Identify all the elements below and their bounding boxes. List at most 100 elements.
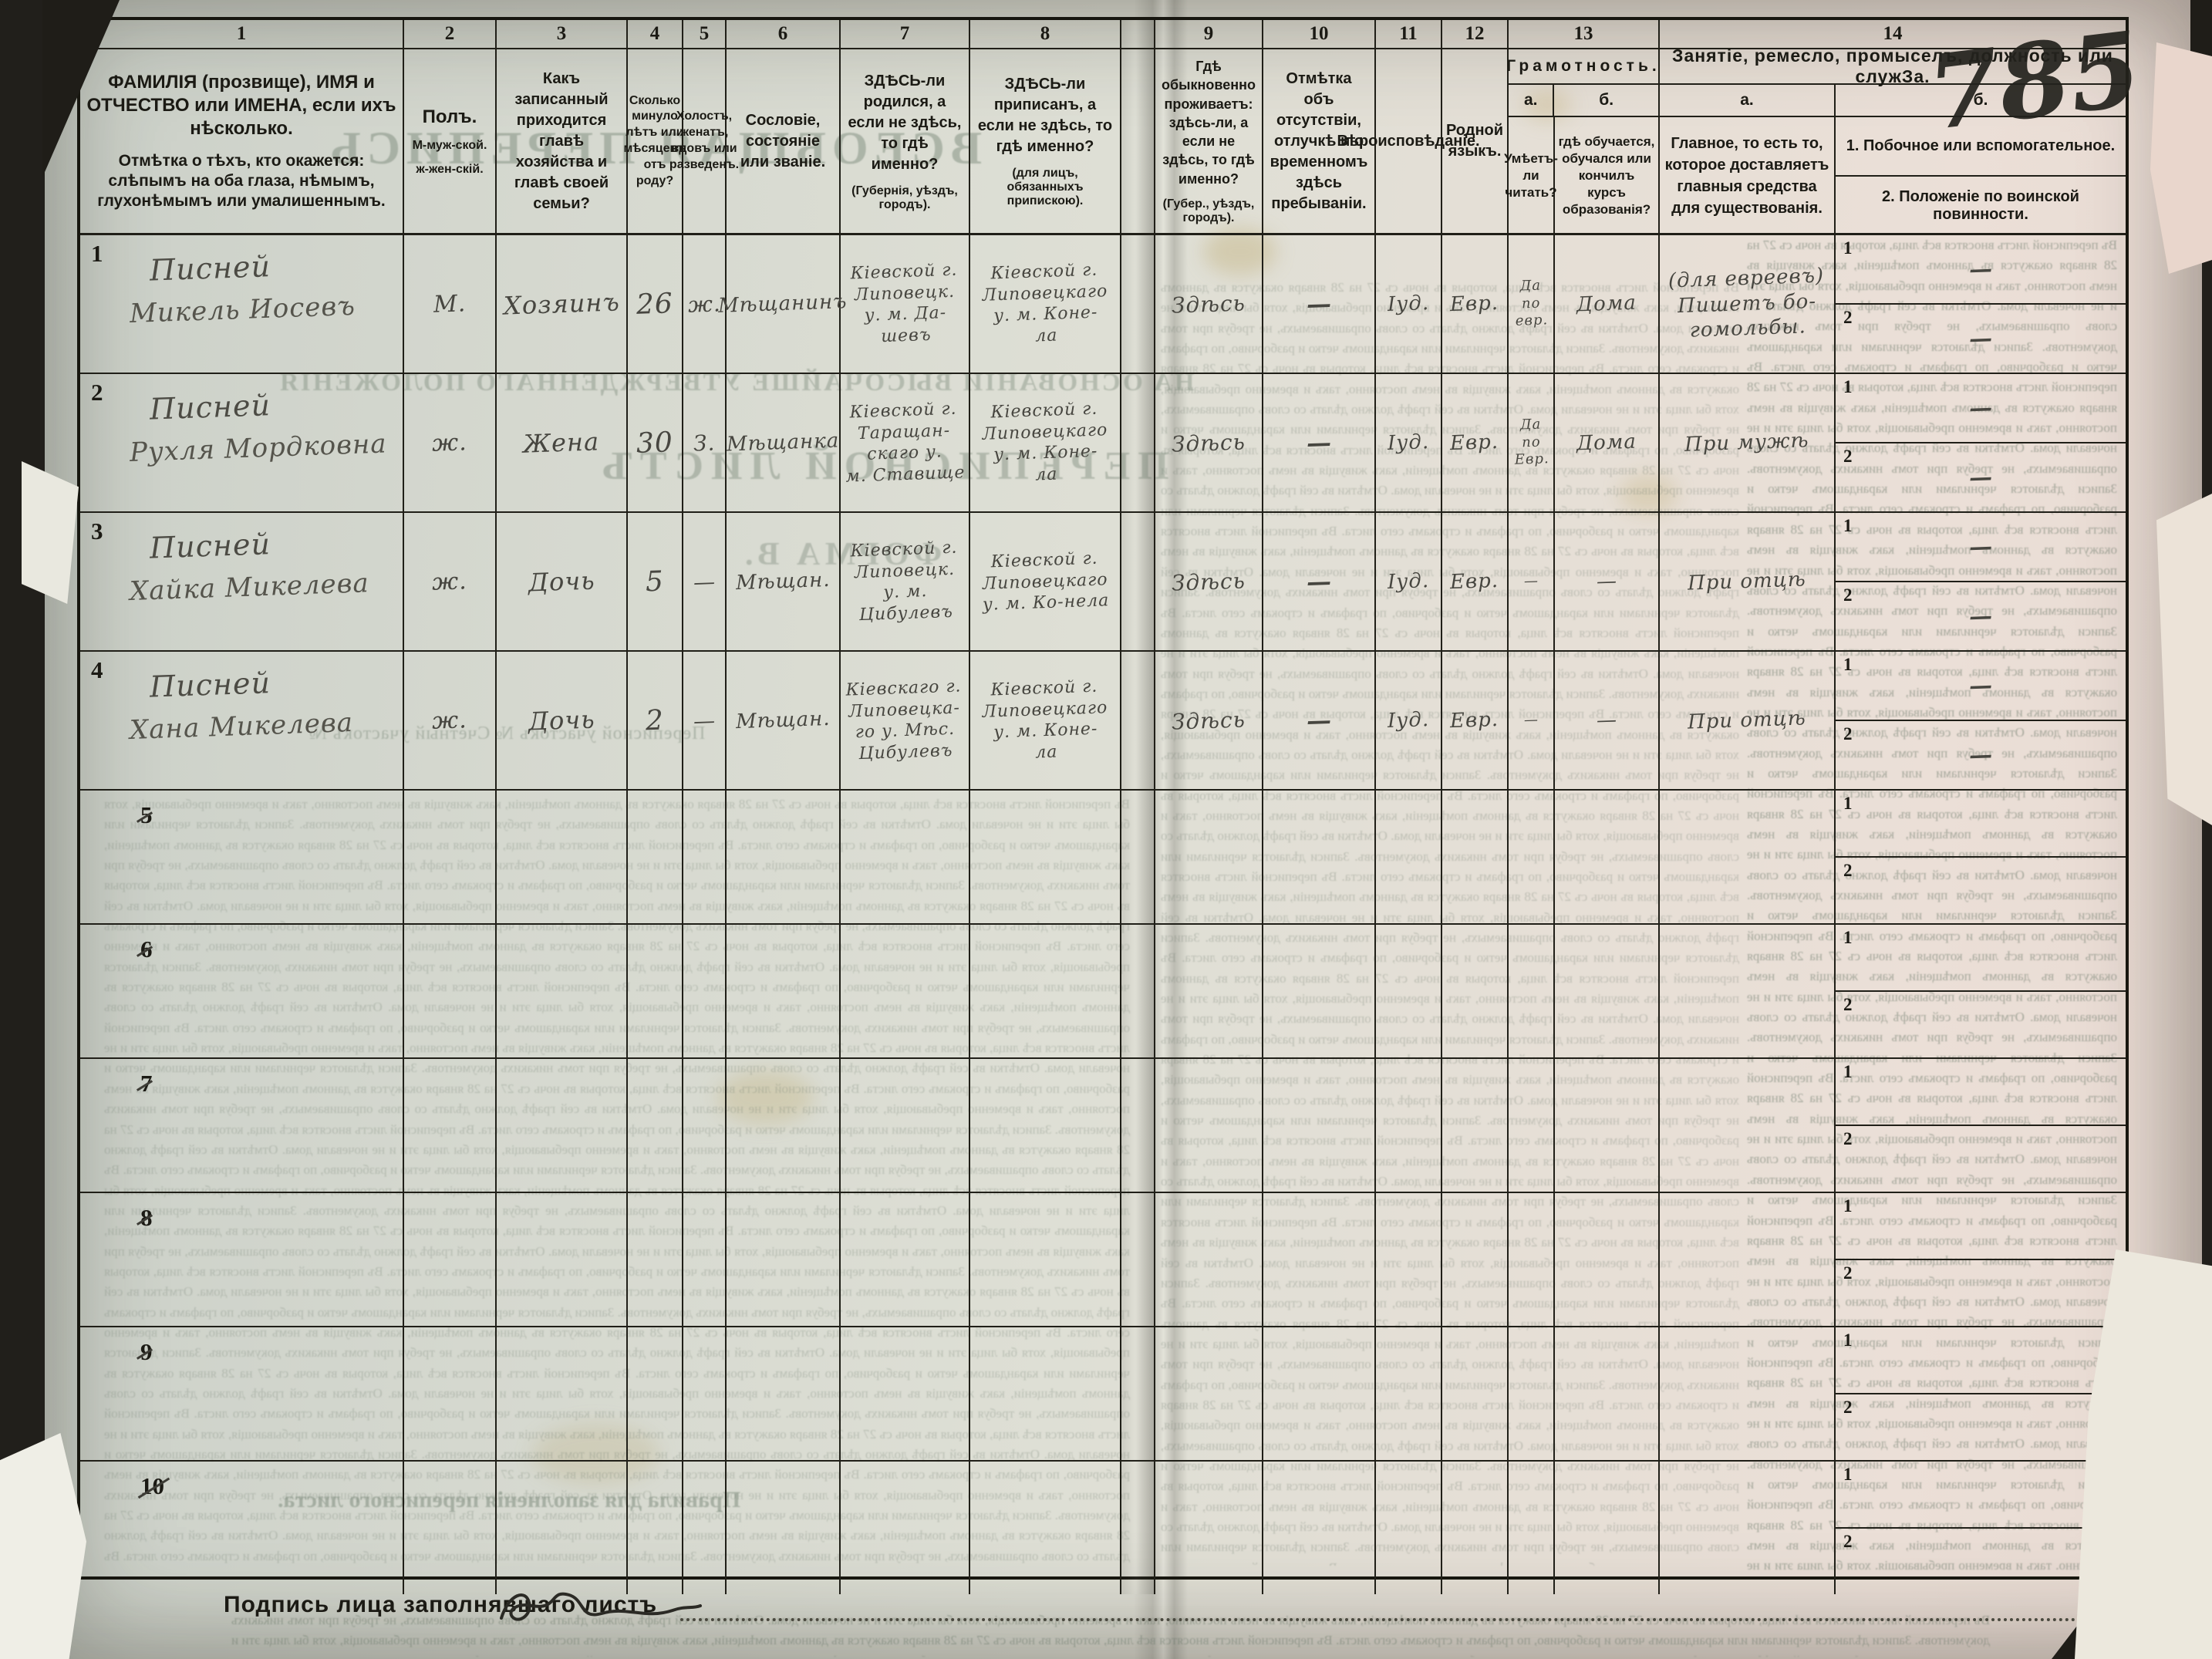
row-number: 8 — [140, 1204, 153, 1231]
census-row-4: 4 Писней Хана Микелева ж. Дочь 2— Мѣщан. Кіевск… — [80, 652, 2126, 791]
religion-handwritten: Іуд. — [1387, 569, 1430, 594]
relation-handwritten: Дочь — [528, 565, 595, 598]
cell-language — [1442, 1462, 1509, 1594]
military-status-half: 2 — [1836, 1393, 2126, 1460]
column-number-row: 1 2 3 4 5 6 7 8 9 10 11 12 13 14 — [80, 20, 2126, 49]
row-number: 1 — [91, 240, 103, 267]
cell-birthplace — [841, 1462, 970, 1594]
age-handwritten: 5 — [645, 565, 665, 598]
cell-absence: — — [1263, 513, 1376, 650]
absence-handwritten: — — [1305, 427, 1333, 458]
cell-religion: Іуд. — [1376, 652, 1442, 789]
printed-sub-number: 2 — [1843, 861, 1853, 880]
column-number: 3 — [497, 20, 628, 48]
cell-religion — [1376, 1193, 1442, 1326]
cell-occupation-side: 1—2— — [1836, 235, 2126, 373]
registration-handwritten: Кіевской г. Липовецкаго у. м. Коне- ла — [981, 399, 1108, 484]
military-status-handwritten: — — [1968, 324, 1994, 353]
cell-registration: Кіевской г. Липовецкаго у. м. Коне- ла — [970, 374, 1121, 511]
column-number: 9 — [1155, 20, 1263, 48]
cell-occupation-main: (для евреевъ) Пишетъ бо- гомольбы. — [1660, 235, 1836, 373]
header-note: (Губер., уѣздъ, городъ). — [1162, 197, 1255, 225]
cell-religion — [1376, 925, 1442, 1057]
header-text: 2. Положеніе по воинской повинности. — [1882, 187, 2079, 223]
cell-religion — [1376, 1462, 1442, 1594]
header-religion-column: Вѣроисповѣданіе. — [1337, 49, 1480, 233]
literacy-handwritten: Да по евр. — [1515, 277, 1549, 329]
sex-handwritten: ж. — [431, 567, 468, 596]
header-text: Сколько минуло лѣтъ или мѣсяцевъ отъ род… — [623, 93, 686, 187]
cell-marital — [683, 1059, 727, 1192]
military-status-half: 2 — [1836, 1259, 2126, 1326]
stain — [1203, 228, 1276, 275]
header-text: М-муж-ской. — [412, 138, 487, 152]
row-number: 6 — [140, 936, 153, 963]
census-row-8: 8 1 2 — [80, 1193, 2126, 1327]
signature-dotted-line — [680, 1618, 2107, 1621]
cell-religion: Іуд. — [1376, 235, 1442, 373]
religion-handwritten: Іуд. — [1387, 430, 1430, 455]
language-handwritten: Евр. — [1449, 707, 1500, 733]
estate-handwritten: Мѣщан. — [735, 568, 831, 595]
scanned-paper-sheet — [45, 0, 2202, 1659]
cell-name: 5 — [80, 791, 404, 923]
sex-handwritten: ж. — [431, 706, 468, 735]
header-text: гдѣ обучается, обучался или кончилъ курс… — [1558, 133, 1655, 217]
side-occupation-half: 1 — [1836, 1193, 2126, 1259]
cell-absence — [1263, 925, 1376, 1057]
cell-birthplace: Кіевскаго г. Липовецка- го у. Мѣс. Цибул… — [841, 652, 970, 789]
military-status-handwritten: — — [1968, 463, 1994, 492]
side-occupation-half: 1— — [1836, 513, 2126, 581]
column-number: 2 — [404, 20, 497, 48]
cell-literacy: Да по евр. — [1509, 235, 1555, 373]
column-number: 12 — [1442, 20, 1509, 48]
header-text: Отмѣтка объ отсутствіи, отлучкѣ и о врем… — [1270, 69, 1368, 212]
given-name-handwritten — [130, 965, 396, 974]
printed-sub-number: 2 — [1843, 1263, 1853, 1283]
cell-estate: Мѣщанинъ — [718, 235, 848, 373]
fold-gap — [1121, 1059, 1155, 1192]
surname-handwritten — [150, 828, 396, 836]
fold-gap — [1121, 374, 1155, 511]
side-occupation-half: 1— — [1836, 374, 2126, 442]
side-occupation-half: 1 — [1836, 1462, 2126, 1527]
header-age-column: Сколько минуло лѣтъ или мѣсяцевъ отъ род… — [623, 49, 686, 233]
cell-birthplace: Кіевской г. Липовецк. у. м. Да- шевъ — [841, 235, 970, 373]
cell-residence: Здѣсь — [1155, 652, 1263, 789]
surname-handwritten: Писней — [149, 666, 271, 704]
side-occupation-half: 1 — [1836, 791, 2126, 856]
given-name-handwritten: Хана Микелева — [129, 706, 354, 747]
column-header-row: ФАМИЛІЯ (прозвище), ИМЯ и ОТЧЕСТВО или И… — [80, 46, 2126, 235]
header-note: (для лицъ, обязанныхъ припискою). — [1007, 167, 1084, 207]
given-name-handwritten — [130, 831, 396, 840]
cell-sex: ж. — [404, 374, 497, 511]
cell-relation — [497, 1327, 628, 1460]
cell-estate — [727, 1462, 841, 1594]
cell-birthplace: Кіевской г. Таращан- скаго у. м. Ставище — [841, 374, 970, 511]
cell-literacy: — — [1509, 652, 1555, 789]
header-language-column: Родной языкъ. — [1442, 49, 1509, 233]
cell-marital: ж. — [683, 235, 727, 373]
cell-registration: Кіевской г. Липовецкаго у. м. Коне- ла — [970, 652, 1121, 789]
cell-sex — [404, 1193, 497, 1326]
cell-education — [1555, 1193, 1660, 1326]
header-text: Холостъ, женатъ, вдовъ или разведенъ. — [669, 110, 740, 171]
column-number: 6 — [727, 20, 841, 48]
military-status-half: 2 — [1836, 1527, 2126, 1594]
age-handwritten: 2 — [645, 704, 665, 737]
cell-religion — [1376, 791, 1442, 923]
surname-handwritten: Писней — [149, 249, 271, 288]
column-number: 5 — [683, 20, 727, 48]
marital-handwritten: — — [692, 707, 717, 733]
printed-sub-number: 1 — [1843, 1196, 1853, 1216]
header-residence-column: Гдѣ обыкновенно проживаетъ: здѣсь-ли, а … — [1155, 49, 1263, 233]
cell-estate — [727, 1193, 841, 1326]
occupation-handwritten: При отцѣ — [1687, 706, 1807, 734]
birthplace-handwritten: Кіевской г. Липовецк. у. м. Цибулевъ — [849, 538, 958, 625]
cell-absence — [1263, 1059, 1376, 1192]
row-number: 2 — [91, 379, 103, 406]
